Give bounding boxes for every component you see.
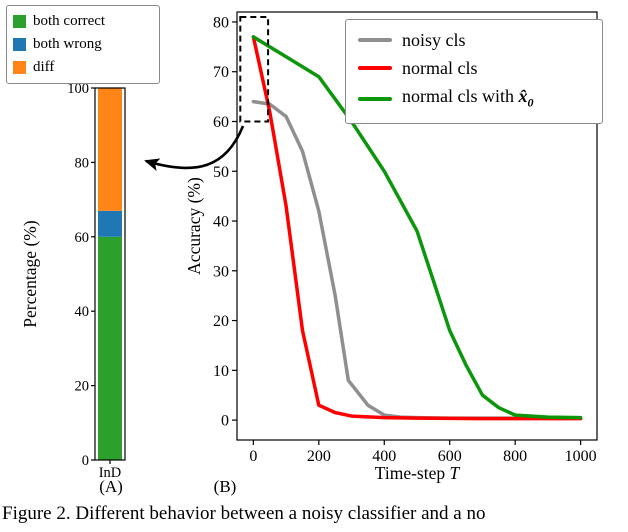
series-line-normal-cls-with [251,35,583,420]
bar-y-axis-label: Percentage (%) [20,220,40,328]
annotation-arrow [144,125,245,171]
series-line-noisy-cls [251,99,583,420]
x-tick-label: 0 [249,448,257,465]
x-tick-label: 1000 [565,448,597,465]
series-line-normal-cls [251,35,583,421]
annotation-dashed-box [239,16,270,123]
legend-label: normal cls [402,58,478,78]
y-tick-label: 0 [221,413,229,430]
y-tick-label: 60 [213,114,229,131]
legend-color-swatch [13,61,26,74]
legend-item-both-correct: both correct [13,10,153,33]
y-tick-label: 50 [213,164,229,181]
y-tick-label: 20 [213,313,229,330]
bar-y-tick-label: 80 [75,155,90,171]
bar-segment-diff [98,88,122,211]
legend-line-sample [358,38,392,42]
panel-a-label: (A) [99,477,123,496]
bar-chart-legend: both correct both wrong diff [6,5,160,84]
bar-x-tick-label: InD [99,465,122,481]
bar-y-tick-label: 60 [75,230,90,246]
line-plot-frame [236,11,598,441]
bar-segment-both-wrong [98,210,122,237]
legend-item-diff: diff [13,56,153,79]
y-tick-label: 40 [213,214,229,231]
legend-label: diff [33,59,55,75]
math-subscript: 0 [527,95,534,110]
x-tick-label: 400 [372,448,396,465]
y-tick-label: 80 [213,14,229,31]
legend-item-both-wrong: both wrong [13,33,153,56]
y-tick-label: 70 [213,64,229,81]
y-ticks: 0 10 20 30 40 50 60 70 80 [213,14,237,430]
x-axis-label: Time-step T [375,463,461,483]
bar-y-ticks: 0 20 40 60 80 100 [67,81,95,469]
legend-item-normal-cls-with: normal cls with x̂0 [358,82,590,117]
legend-item-normal-cls: normal cls [358,54,590,82]
legend-line-sample [358,97,392,102]
x-tick-label: 600 [438,448,462,465]
y-tick-label: 30 [213,263,229,280]
x-tick-label: 200 [307,448,331,465]
y-tick-label: 10 [213,363,229,380]
legend-label: both correct [33,13,106,29]
line-chart-legend: noisy cls normal cls normal cls with x̂0 [345,19,603,124]
legend-label: noisy cls [402,30,466,50]
math-symbol: x̂ [518,86,528,106]
legend-color-swatch [13,38,26,51]
bar-y-tick-label: 100 [67,81,89,97]
figure-caption: Figure 2. Different behavior between a n… [2,503,486,524]
bar-y-tick-label: 20 [75,379,90,395]
legend-label: both wrong [33,36,102,52]
legend-line-sample [358,66,392,70]
arrow-path [144,125,245,171]
line-chart: 0 200 400 600 800 1000 0 10 20 30 40 50 60 70 80 Time-s… [184,11,598,483]
x-tick-label: 800 [503,448,527,465]
y-axis-label: Accuracy (%) [184,177,204,275]
bar-chart: 0 20 40 60 80 100 InD Percentage (%) [20,81,126,481]
x-ticks: 0 200 400 600 800 1000 [249,440,597,465]
panel-b-label: (B) [213,477,237,496]
legend-label: normal cls with x̂0 [402,86,534,110]
bar-y-tick-label: 40 [75,304,90,320]
legend-item-noisy-cls: noisy cls [358,26,590,54]
bar-y-tick-label: 0 [82,453,89,469]
legend-color-swatch [13,15,26,28]
bar-segment-both-correct [98,236,122,460]
